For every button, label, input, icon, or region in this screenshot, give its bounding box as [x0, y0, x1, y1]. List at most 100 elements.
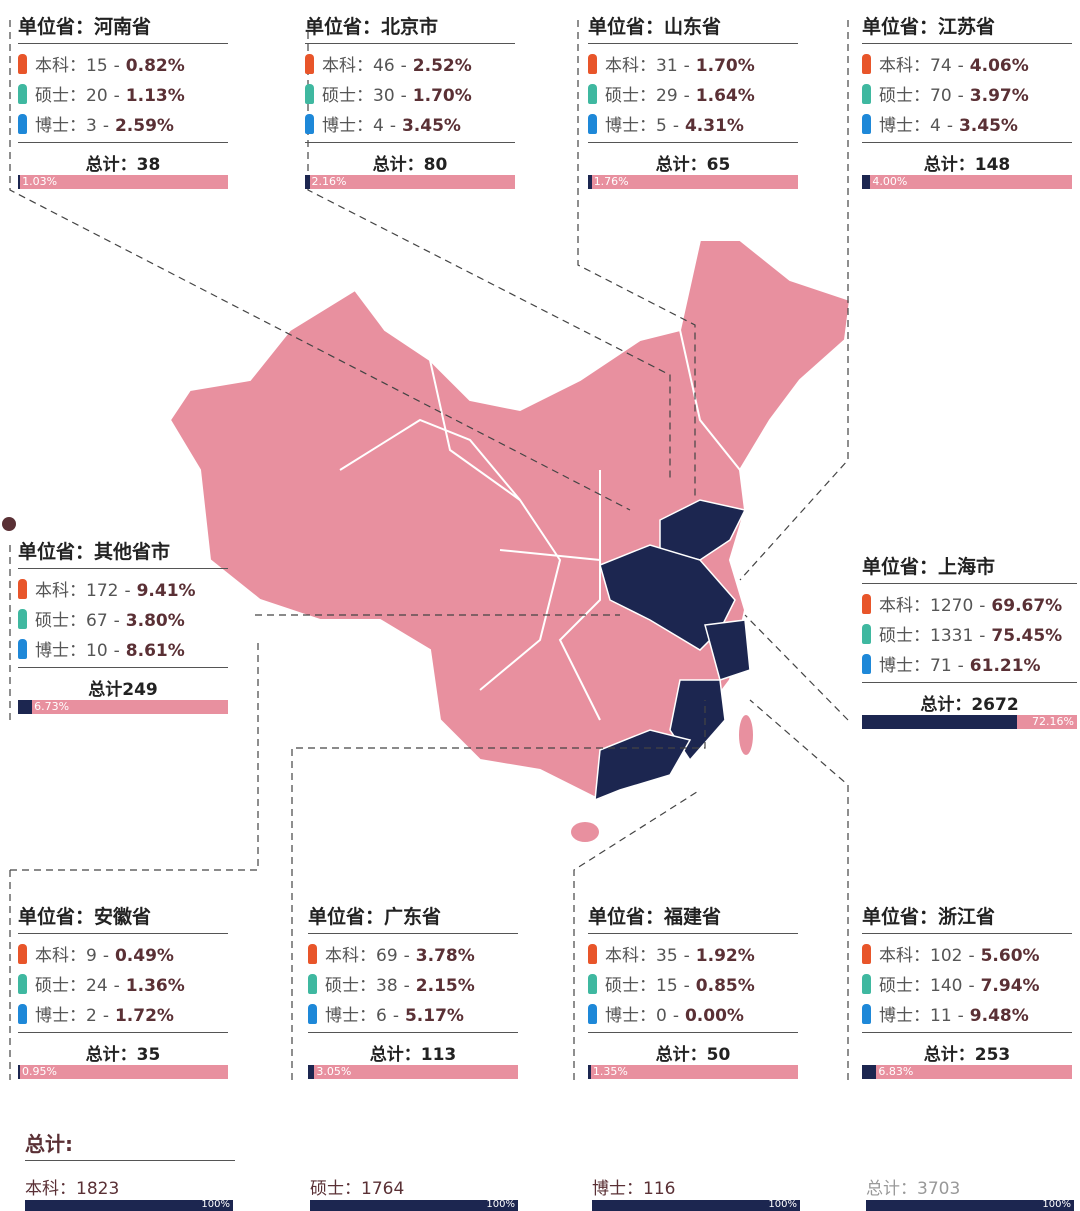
card-total: 总计：253	[923, 1045, 1011, 1065]
title-rule	[18, 933, 228, 934]
separator: -	[102, 946, 109, 966]
degree-count: 46	[373, 56, 395, 76]
degree-icon	[305, 54, 314, 74]
degree-label: 硕士：	[605, 976, 656, 996]
share-fill	[588, 1065, 591, 1079]
degree-label: 硕士：	[879, 86, 930, 106]
degree-count: 172	[86, 581, 119, 601]
degree-icon	[18, 944, 27, 964]
leader-lines	[9, 20, 849, 1080]
card-label: 单位省：	[862, 906, 939, 928]
share-bar: 6.83%	[862, 1065, 1072, 1079]
separator: -	[683, 976, 690, 996]
card-label: 单位省：	[862, 16, 939, 38]
total-rule	[862, 682, 1077, 683]
degree-percent: 1.13%	[125, 86, 185, 106]
degree-percent: 2.15%	[415, 976, 475, 996]
taiwan	[739, 715, 753, 755]
separator: -	[403, 976, 410, 996]
degree-count: 35	[656, 946, 678, 966]
total-rule	[18, 1032, 228, 1033]
card-title: 单位省：安徽省	[18, 902, 151, 929]
degree-label: 本科：	[879, 946, 930, 966]
summary-bar-label: 100%	[201, 1199, 230, 1210]
degree-percent: 1.36%	[125, 976, 185, 996]
share-label: 2.16%	[311, 175, 347, 188]
card-title: 单位省：江苏省	[862, 12, 995, 39]
degree-label: 本科：	[322, 56, 373, 76]
separator: -	[957, 86, 964, 106]
summary-label: 博士：116	[592, 1179, 676, 1199]
degree-count: 69	[376, 946, 398, 966]
separator: -	[672, 116, 679, 136]
degree-row: 博士：5-4.31%	[588, 111, 744, 136]
separator: -	[683, 56, 690, 76]
total-rule	[588, 1032, 798, 1033]
share-label: 3.05%	[316, 1065, 352, 1078]
degree-count: 71	[930, 656, 952, 676]
degree-percent: 1.70%	[412, 86, 472, 106]
degree-count: 1331	[930, 626, 974, 646]
separator: -	[389, 116, 396, 136]
share-fill	[862, 175, 871, 189]
degree-label: 博士：	[322, 116, 373, 136]
degree-icon	[18, 974, 27, 994]
card-label: 单位省：	[588, 16, 665, 38]
summary-bar-label: 100%	[486, 1199, 515, 1210]
degree-percent: 0.85%	[695, 976, 755, 996]
summary-bar: 100%	[25, 1199, 233, 1211]
share-bar: 6.73%	[18, 700, 228, 714]
share-label: 72.16%	[1032, 715, 1074, 728]
degree-percent: 4.06%	[969, 56, 1029, 76]
share-fill	[862, 1065, 877, 1079]
separator: -	[957, 56, 964, 76]
degree-label: 博士：	[35, 641, 86, 661]
degree-row: 博士：4-3.45%	[305, 111, 461, 136]
degree-count: 5	[656, 116, 667, 136]
degree-row: 本科：46-2.52%	[305, 51, 472, 76]
summary-label: 总计：3703	[866, 1179, 961, 1199]
card-total: 总计：38	[85, 155, 161, 175]
degree-count: 10	[86, 641, 108, 661]
degree-row: 硕士：30-1.70%	[305, 81, 472, 106]
degree-row: 本科：102-5.60%	[862, 941, 1040, 966]
share-label: 1.35%	[592, 1065, 628, 1078]
degree-row: 本科：15-0.82%	[18, 51, 185, 76]
share-bar: 1.03%	[18, 175, 228, 189]
degree-percent: 3.78%	[415, 946, 475, 966]
separator: -	[683, 86, 690, 106]
degree-label: 硕士：	[35, 611, 86, 631]
degree-label: 本科：	[879, 56, 930, 76]
title-rule	[862, 933, 1072, 934]
degree-percent: 0.49%	[114, 946, 174, 966]
degree-row: 硕士：67-3.80%	[18, 606, 185, 631]
degree-percent: 0.00%	[684, 1006, 744, 1026]
card-label: 单位省：	[308, 906, 385, 928]
degree-label: 本科：	[325, 946, 376, 966]
card-label: 单位省：	[305, 16, 382, 38]
degree-count: 15	[656, 976, 678, 996]
total-rule	[862, 1032, 1072, 1033]
province-name: 其他省市	[94, 541, 171, 563]
share-bar: 3.05%	[308, 1065, 518, 1079]
province-name: 广东省	[384, 906, 442, 928]
title-rule	[308, 933, 518, 934]
degree-label: 本科：	[35, 56, 86, 76]
separator: -	[957, 656, 964, 676]
degree-percent: 9.48%	[969, 1006, 1029, 1026]
degree-icon	[18, 579, 27, 599]
degree-count: 20	[86, 86, 108, 106]
summary-bar: 100%	[592, 1199, 800, 1211]
degree-percent: 8.61%	[125, 641, 185, 661]
degree-count: 31	[656, 56, 678, 76]
degree-icon	[862, 1004, 871, 1024]
degree-row: 本科：31-1.70%	[588, 51, 755, 76]
card-total: 总计：80	[372, 155, 448, 175]
degree-icon	[862, 54, 871, 74]
degree-count: 15	[86, 56, 108, 76]
province-name: 江苏省	[938, 16, 996, 38]
degree-icon	[18, 1004, 27, 1024]
title-rule	[18, 568, 228, 569]
separator: -	[968, 946, 975, 966]
